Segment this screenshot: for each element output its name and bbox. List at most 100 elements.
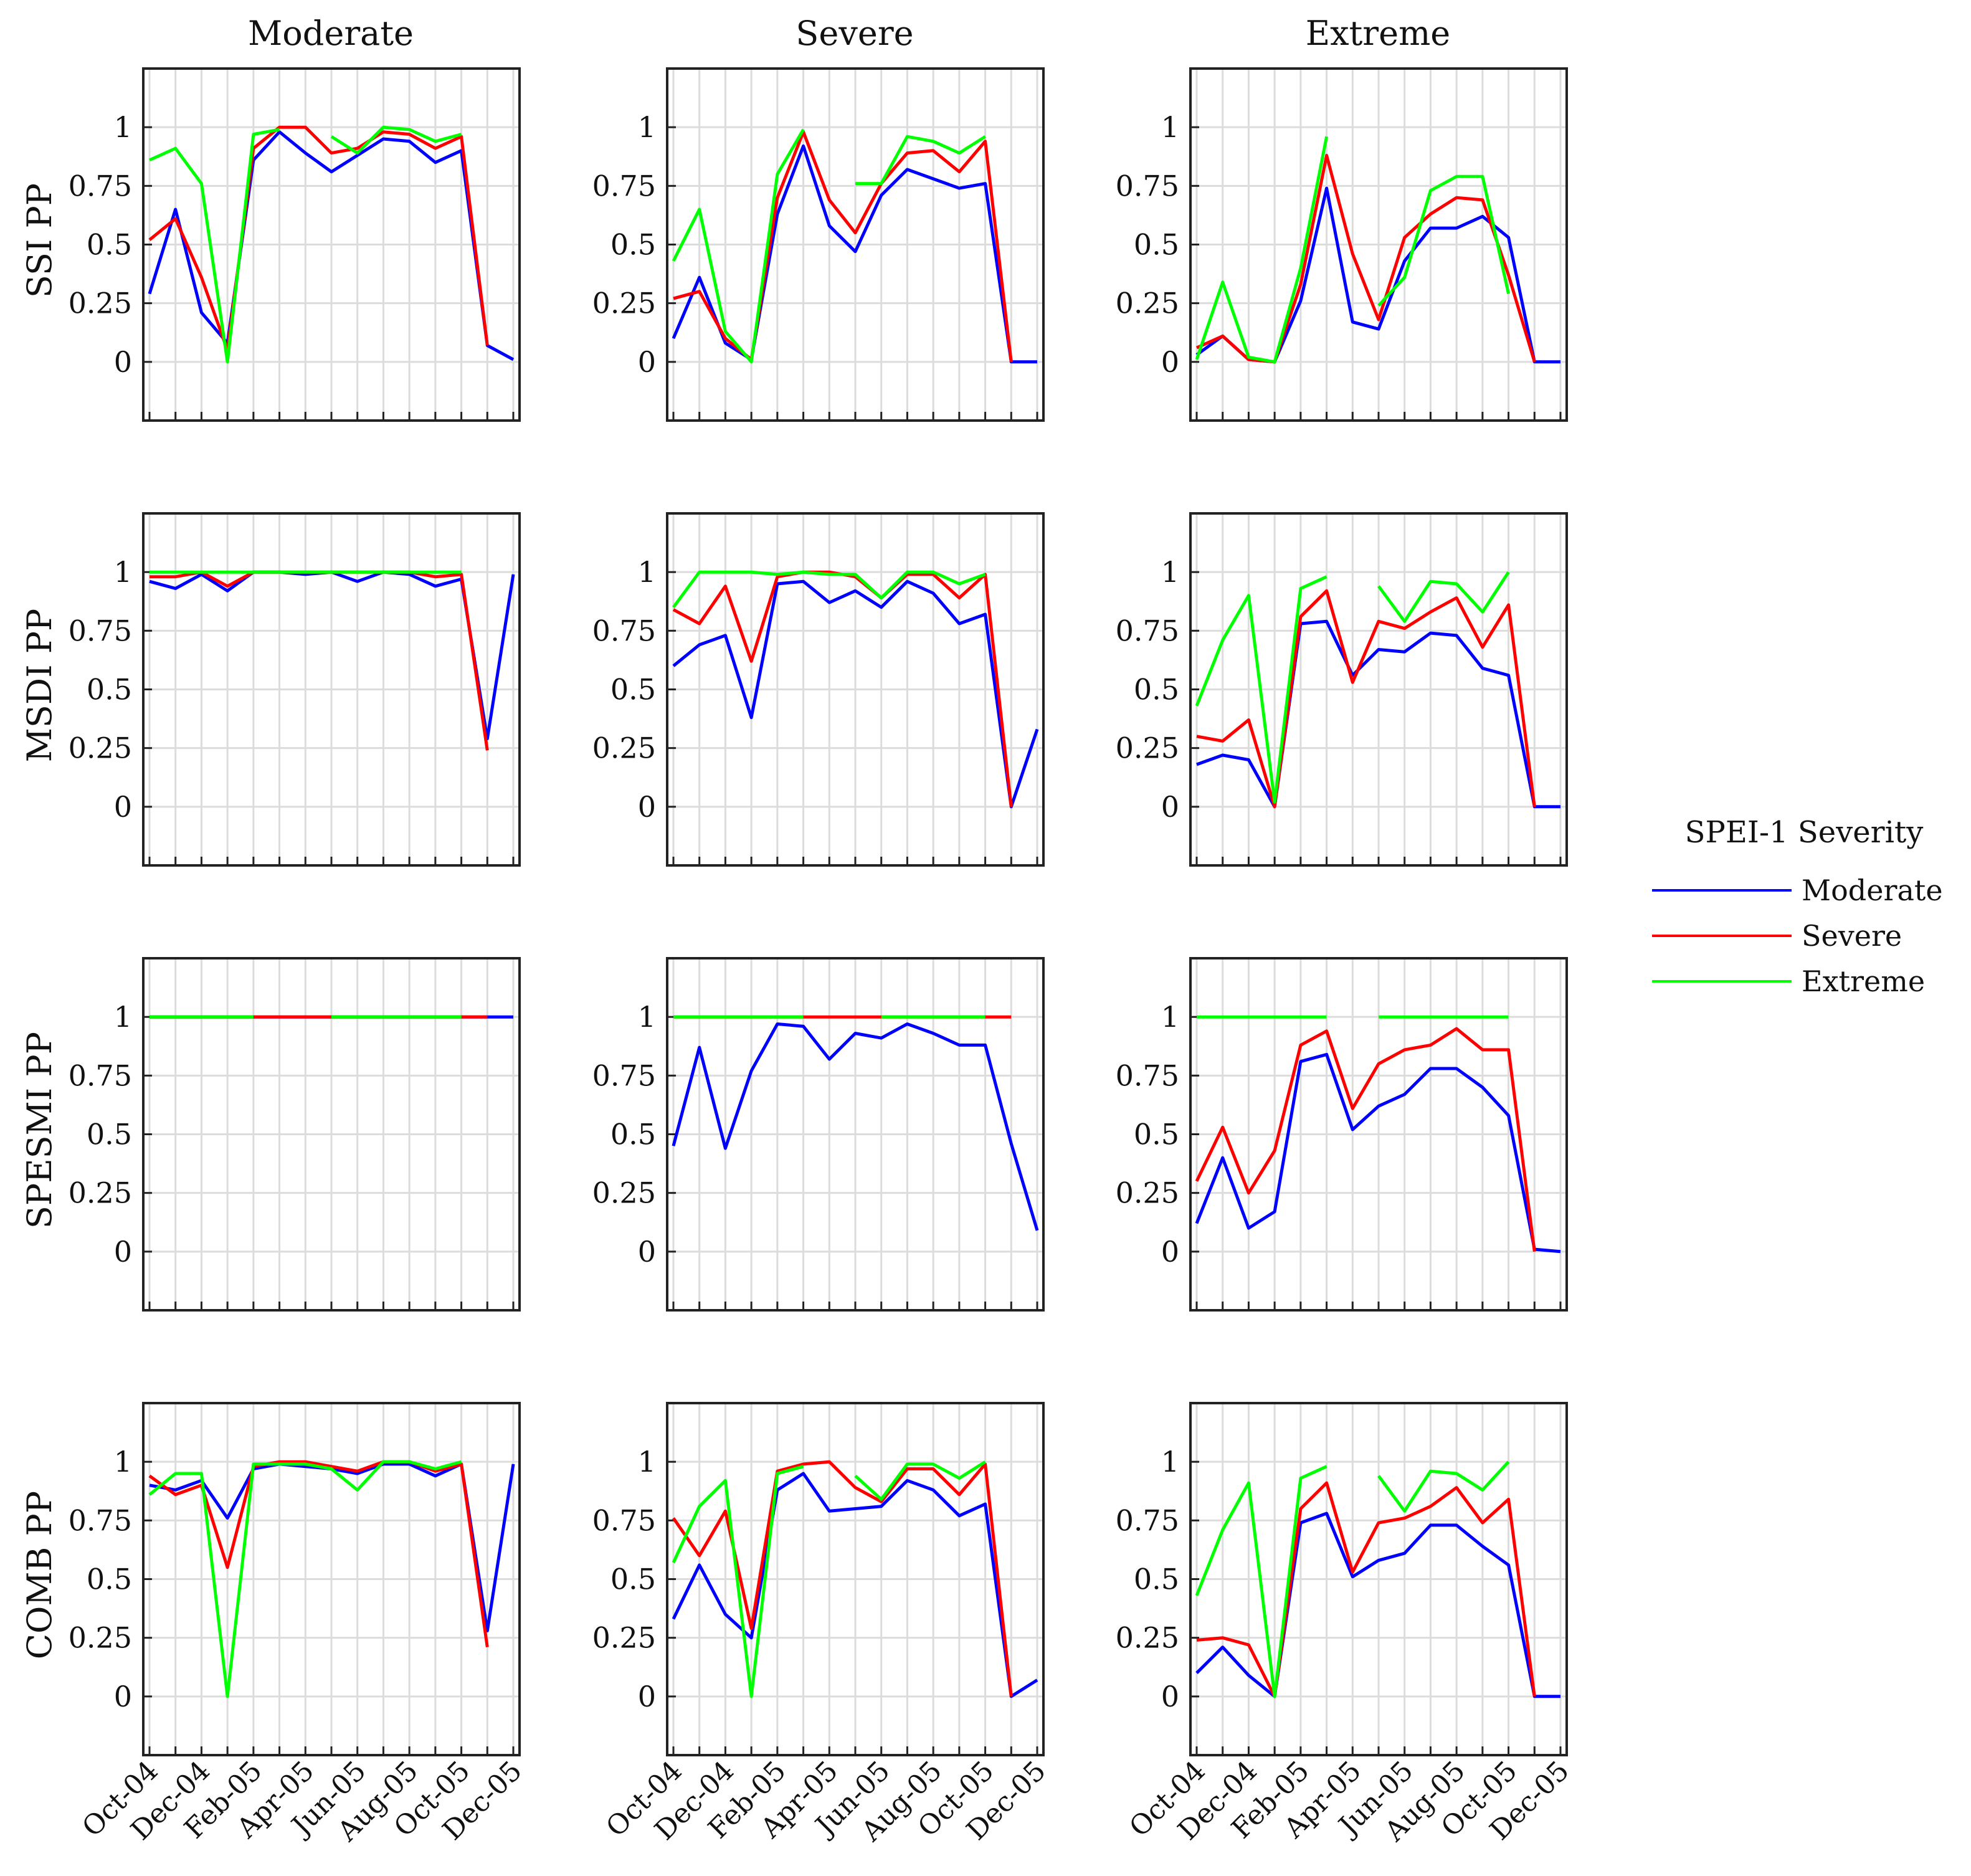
y-tick-label: 0.75 [1116,1059,1179,1092]
series-line-extreme [330,125,462,155]
axes-frame [666,957,1045,1312]
panel-comb-pp-severe: 00.250.50.751Oct-04Dec-04Feb-05Apr-05Jun… [592,1402,1052,1848]
panel-spesmi-pp-extreme: 0 0.25 0.5 0.75 1 [1116,957,1568,1312]
series-line-extreme [1377,1460,1510,1513]
y-tick-label: 0.25 [592,287,656,320]
y-tick-label: 0.5 [1134,1118,1179,1151]
series-line-moderate [1196,619,1560,809]
y-tick-label: 0 [638,790,656,824]
panel-spesmi-pp-severe: 0 0.25 0.5 0.75 1 [592,957,1045,1312]
y-tick-label: 0 [638,1680,656,1713]
series-line-severe [1195,153,1536,364]
y-tick-label: 0.5 [610,1563,656,1596]
y-tick-label: 0 [114,1680,132,1713]
series-line-moderate [148,130,515,361]
series-line-extreme [1377,571,1510,623]
panel-ssi-pp-severe: 0 0.25 0.5 0.75 1 [592,67,1045,422]
axes-frame [666,67,1045,422]
series-line-moderate [1195,1512,1560,1698]
y-tick-label: 1 [1161,110,1179,144]
legend-label-severe: Severe [1802,919,1902,953]
series-line-severe [673,130,1013,363]
y-tick-label: 0.5 [87,1563,132,1596]
row-label-ssi: SSI PP [20,183,59,298]
y-tick-label: 0.25 [592,1176,656,1210]
series-line-moderate [672,144,1037,364]
y-tick-label: 0.25 [69,1176,132,1210]
axes-frame [142,1402,521,1756]
panel-comb-pp-extreme: 00.250.50.751Oct-04Dec-04Feb-05Apr-05Jun… [1116,1402,1575,1848]
legend-label-extreme: Extreme [1802,964,1925,998]
series-line-extreme [148,128,280,364]
series-line-moderate [1195,1052,1561,1254]
y-tick-label: 1 [114,1445,132,1478]
y-tick-label: 0.5 [1134,673,1179,707]
y-tick-label: 0.5 [87,228,132,262]
y-tick-label: 0.25 [1116,287,1179,320]
y-tick-label: 0.25 [1116,1621,1179,1655]
axes-frame [1189,1402,1568,1756]
y-tick-label: 1 [114,1000,132,1034]
series-line-moderate [672,1022,1039,1231]
y-tick-label: 1 [1161,555,1179,589]
y-tick-label: 0 [1161,1235,1179,1269]
y-tick-label: 0.75 [1116,614,1179,647]
y-tick-label: 0.75 [69,1503,132,1537]
y-tick-label: 0.5 [1134,1563,1179,1596]
axes-frame [1189,67,1568,422]
series-line-extreme [148,1460,462,1698]
y-tick-label: 0.5 [610,228,656,262]
y-tick-label: 0.25 [1116,1176,1179,1210]
panel-ssi-pp-moderate: 0 0.25 0.5 0.75 1 [69,67,521,422]
series-line-extreme [855,135,986,186]
legend-title: SPEI-1 Severity [1685,815,1924,850]
y-tick-label: 0 [1161,345,1179,379]
panel-msdi-pp-moderate: 0 0.25 0.5 0.75 1 [69,512,521,867]
y-tick-label: 1 [638,1000,656,1034]
y-tick-label: 0.75 [69,169,132,202]
y-tick-label: 1 [638,1445,656,1478]
column-title-extreme: Extreme [1306,14,1451,53]
legend: SPEI-1 Severity Moderate Severe Extreme [1652,815,1943,998]
y-tick-label: 0.75 [69,1059,132,1092]
y-tick-label: 0 [114,790,132,824]
series-line-severe [148,125,489,352]
series-line-severe [672,1460,1013,1697]
y-tick-label: 0.5 [1134,228,1179,262]
y-tick-label: 1 [114,555,132,589]
y-tick-label: 0 [1161,1680,1179,1713]
panel-msdi-pp-extreme: 0 0.25 0.5 0.75 1 [1116,512,1568,867]
y-tick-label: 0.75 [592,1503,656,1537]
y-tick-label: 0.5 [87,1118,132,1151]
y-tick-label: 0.75 [592,169,656,202]
y-tick-label: 0.5 [87,673,132,707]
axes-frame [142,67,521,422]
axes-frame [666,1402,1045,1756]
series-line-severe [1195,1027,1536,1252]
y-tick-label: 0.75 [592,614,656,647]
series-line-extreme [1195,1465,1327,1698]
y-tick-label: 0.25 [69,287,132,320]
series-line-extreme [672,1465,804,1698]
y-tick-label: 0 [114,1235,132,1269]
axes-frame [1189,512,1568,867]
series-line-moderate [672,1472,1038,1698]
row-label-spesmi: SPESMI PP [20,1032,59,1229]
axes-frame [666,512,1045,867]
panel-ssi-pp-extreme: 0 0.25 0.5 0.75 1 [1116,67,1568,422]
panel-comb-pp-moderate: 00.250.50.751Oct-04Dec-04Feb-05Apr-05Jun… [69,1402,528,1848]
column-title-severe: Severe [796,14,913,53]
series-line-severe [148,1460,489,1648]
series-line-moderate [672,579,1039,809]
y-tick-label: 0.25 [592,731,656,765]
series-line-severe [150,570,489,751]
series-line-extreme [1377,174,1511,307]
y-tick-label: 0.75 [592,1059,656,1092]
y-tick-label: 0.25 [1116,731,1179,765]
series-line-severe [1196,1481,1536,1698]
y-tick-label: 0.25 [69,731,132,765]
y-tick-label: 0.25 [592,1621,656,1655]
y-tick-label: 0 [1161,790,1179,824]
y-tick-label: 0.75 [1116,169,1179,202]
